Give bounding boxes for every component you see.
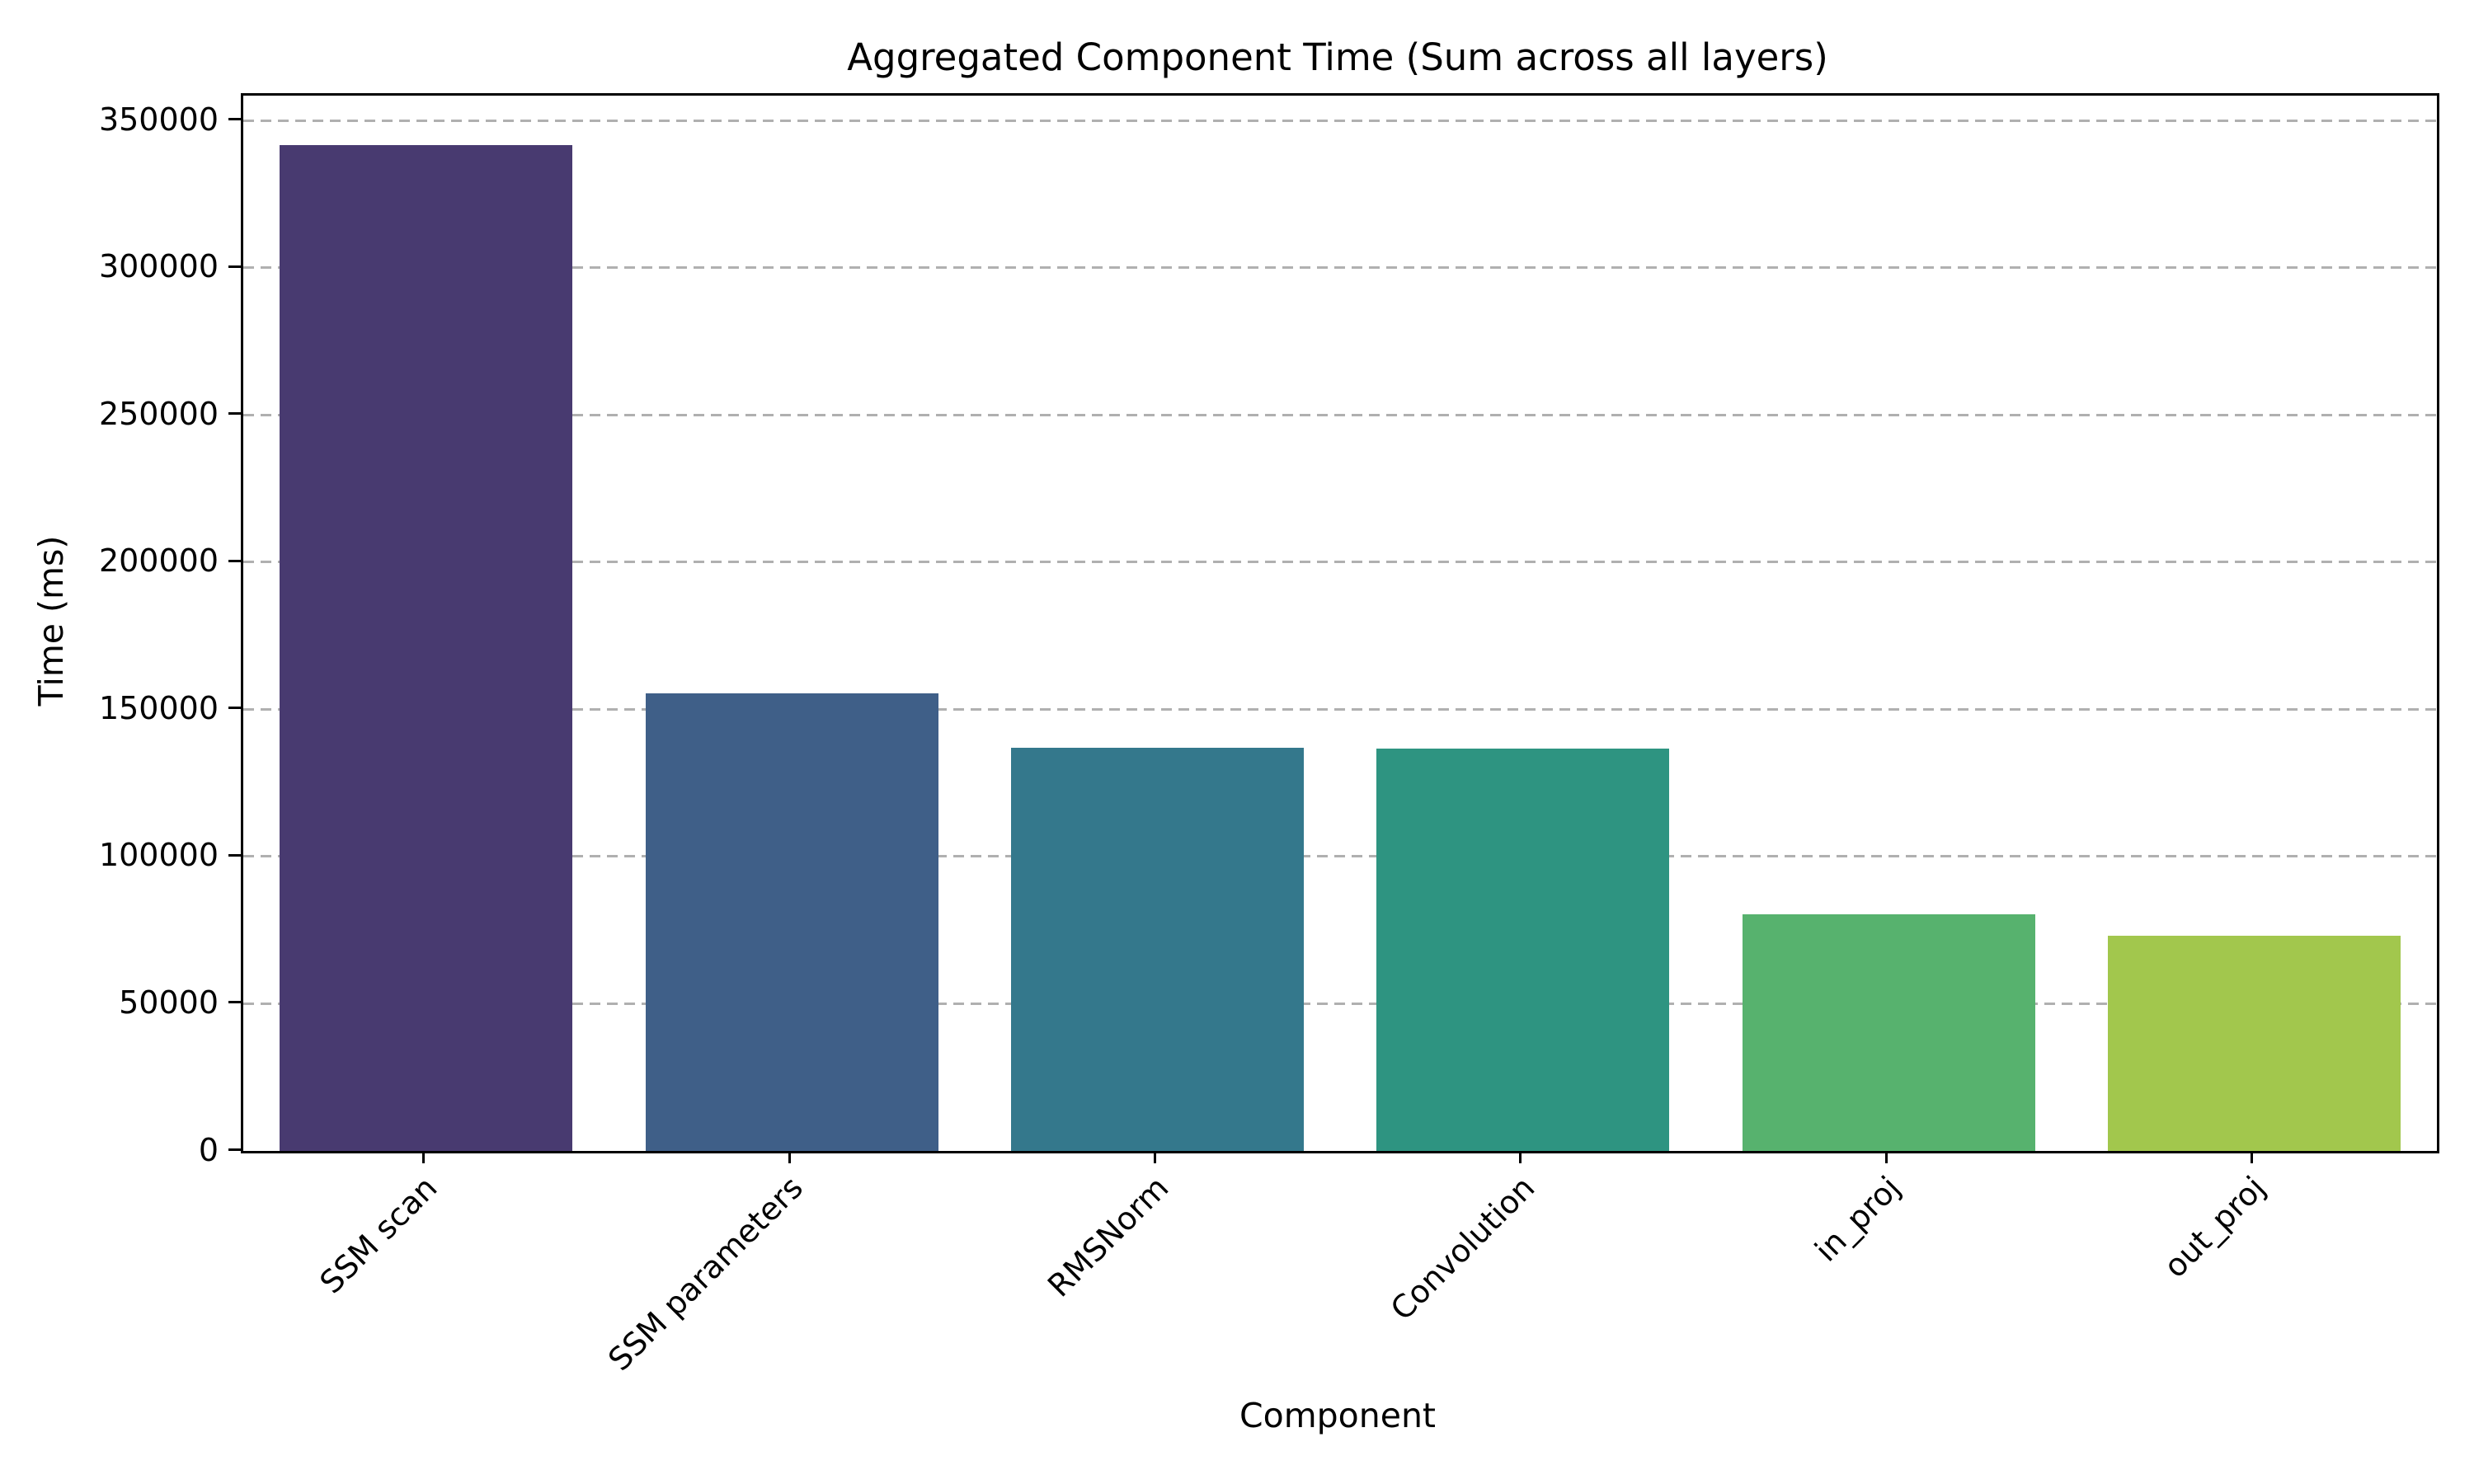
x-tick-mark-ssm-parameters [788,1151,791,1163]
x-tick-mark-ssm-scan [422,1151,426,1163]
x-tick-label-text: out_proj [2157,1169,2273,1285]
x-tick-label-text: RMSNorm [1041,1169,1176,1304]
y-tick-label-250000: 250000 [98,395,219,432]
x-tick-mark-convolution [1519,1151,1522,1163]
x-tick-mark-rmsnorm [1153,1151,1156,1163]
y-axis-label: Time (ms) [31,535,71,707]
y-tick-mark-250000 [228,412,241,416]
bar-convolution [1376,749,1669,1151]
x-tick-mark-in-proj [1884,1151,1888,1163]
x-tick-label-text: SSM parameters [601,1169,811,1378]
y-tick-mark-200000 [228,559,241,562]
gridline-300000 [243,266,2437,270]
bar-ssm-scan [280,145,572,1151]
y-tick-label-300000: 300000 [98,248,219,285]
bar-in-proj [1743,914,2035,1151]
gridline-150000 [243,707,2437,711]
gridline-250000 [243,413,2437,416]
gridline-200000 [243,561,2437,564]
bar-out-proj [2108,936,2401,1151]
x-tick-mark-out-proj [2250,1151,2253,1163]
y-tick-mark-50000 [228,1001,241,1004]
y-tick-label-0: 0 [198,1131,219,1168]
x-tick-label-text: Convolution [1383,1169,1542,1327]
x-tick-label-text: SSM scan [313,1169,445,1301]
chart-title: Aggregated Component Time (Sum across al… [847,35,1828,79]
bar-ssm-parameters [646,693,938,1151]
gridline-350000 [243,119,2437,122]
bar-rmsnorm [1011,748,1304,1151]
x-axis-label: Component [1239,1396,1437,1435]
y-tick-label-350000: 350000 [98,101,219,138]
gridline-100000 [243,855,2437,858]
y-tick-label-100000: 100000 [98,837,219,874]
y-tick-label-50000: 50000 [119,984,219,1021]
y-tick-mark-350000 [228,118,241,120]
y-tick-mark-300000 [228,265,241,268]
y-tick-mark-150000 [228,707,241,710]
y-tick-label-150000: 150000 [98,689,219,726]
gridline-50000 [243,1002,2437,1005]
plot-area [241,93,2439,1153]
y-tick-mark-0 [228,1148,241,1151]
y-tick-label-200000: 200000 [98,542,219,580]
x-tick-label-text: in_proj [1807,1169,1907,1269]
y-tick-mark-100000 [228,853,241,857]
